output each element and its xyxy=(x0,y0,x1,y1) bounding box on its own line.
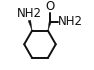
Text: NH2: NH2 xyxy=(17,7,42,20)
Polygon shape xyxy=(28,20,32,31)
Text: O: O xyxy=(46,0,55,13)
Text: NH2: NH2 xyxy=(58,15,83,28)
Polygon shape xyxy=(48,21,51,31)
